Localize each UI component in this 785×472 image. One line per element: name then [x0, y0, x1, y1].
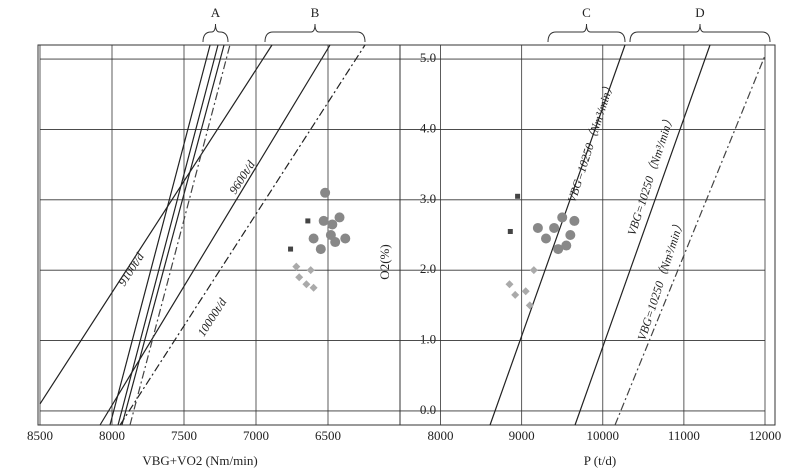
brace: [202, 23, 229, 43]
plot-frame: [37, 44, 776, 426]
point: [521, 287, 530, 296]
point: [295, 273, 304, 282]
point: [532, 222, 543, 233]
point: [511, 290, 520, 299]
brace: [629, 23, 771, 43]
curve: [129, 44, 231, 426]
y-tick-label: 4.0: [420, 120, 436, 135]
curve: [117, 44, 219, 426]
curve: [121, 44, 225, 426]
brace: [264, 23, 366, 43]
point: [505, 280, 514, 289]
point: [327, 219, 338, 230]
point: [561, 240, 572, 251]
point: [557, 212, 568, 223]
brace: [547, 23, 626, 43]
point: [515, 193, 521, 199]
x-tick-label: 6500: [315, 428, 341, 443]
point: [549, 222, 560, 233]
curve: [489, 44, 626, 426]
point: [553, 244, 564, 255]
y-tick-label: 1.0: [420, 332, 436, 347]
line-label: VBG=10250（Nm³/min）: [625, 112, 678, 237]
curve: [574, 44, 711, 426]
curve: [39, 44, 273, 405]
point: [541, 233, 551, 244]
point: [320, 187, 331, 198]
point: [308, 233, 319, 244]
point: [325, 230, 336, 240]
point: [334, 212, 345, 223]
point: [507, 228, 513, 234]
annotation: C: [582, 5, 591, 20]
point: [288, 246, 294, 252]
x-tick-label: 10000: [587, 428, 620, 443]
y-tick-label: 2.0: [420, 261, 436, 276]
x-axis-title: VBG+VO2 (Nm/min): [142, 453, 257, 468]
x-tick-label: 8000: [428, 428, 454, 443]
curve: [109, 44, 211, 426]
point: [292, 262, 301, 271]
line-label: 9100t/d: [115, 249, 147, 288]
point: [569, 215, 580, 226]
x-axis-title: P (t/d): [584, 453, 616, 468]
curve: [99, 44, 331, 426]
curve: [614, 55, 766, 426]
x-tick-label: 8000: [99, 428, 125, 443]
x-tick-label: 8500: [27, 428, 53, 443]
point: [525, 301, 534, 310]
x-tick-label: 7000: [243, 428, 269, 443]
x-tick-label: 12000: [749, 428, 782, 443]
line-label: VBG=10250（Nm³/min）: [565, 79, 618, 204]
point: [318, 215, 329, 226]
annotation: B: [311, 5, 320, 20]
curve: [119, 44, 366, 426]
point: [302, 280, 311, 289]
annotation: A: [211, 5, 221, 20]
y-tick-label: 3.0: [420, 191, 436, 206]
point: [565, 230, 576, 240]
point: [306, 266, 315, 275]
y-axis-title: O2(%): [377, 244, 392, 279]
point: [529, 266, 538, 275]
y-tick-label: 5.0: [420, 50, 436, 65]
x-tick-label: 11000: [668, 428, 700, 443]
annotation: D: [695, 5, 704, 20]
point: [305, 218, 311, 224]
x-tick-label: 9000: [509, 428, 535, 443]
point: [309, 283, 318, 292]
point: [315, 244, 326, 255]
x-tick-label: 7500: [171, 428, 197, 443]
y-tick-label: 0.0: [420, 402, 436, 417]
point: [340, 233, 351, 244]
